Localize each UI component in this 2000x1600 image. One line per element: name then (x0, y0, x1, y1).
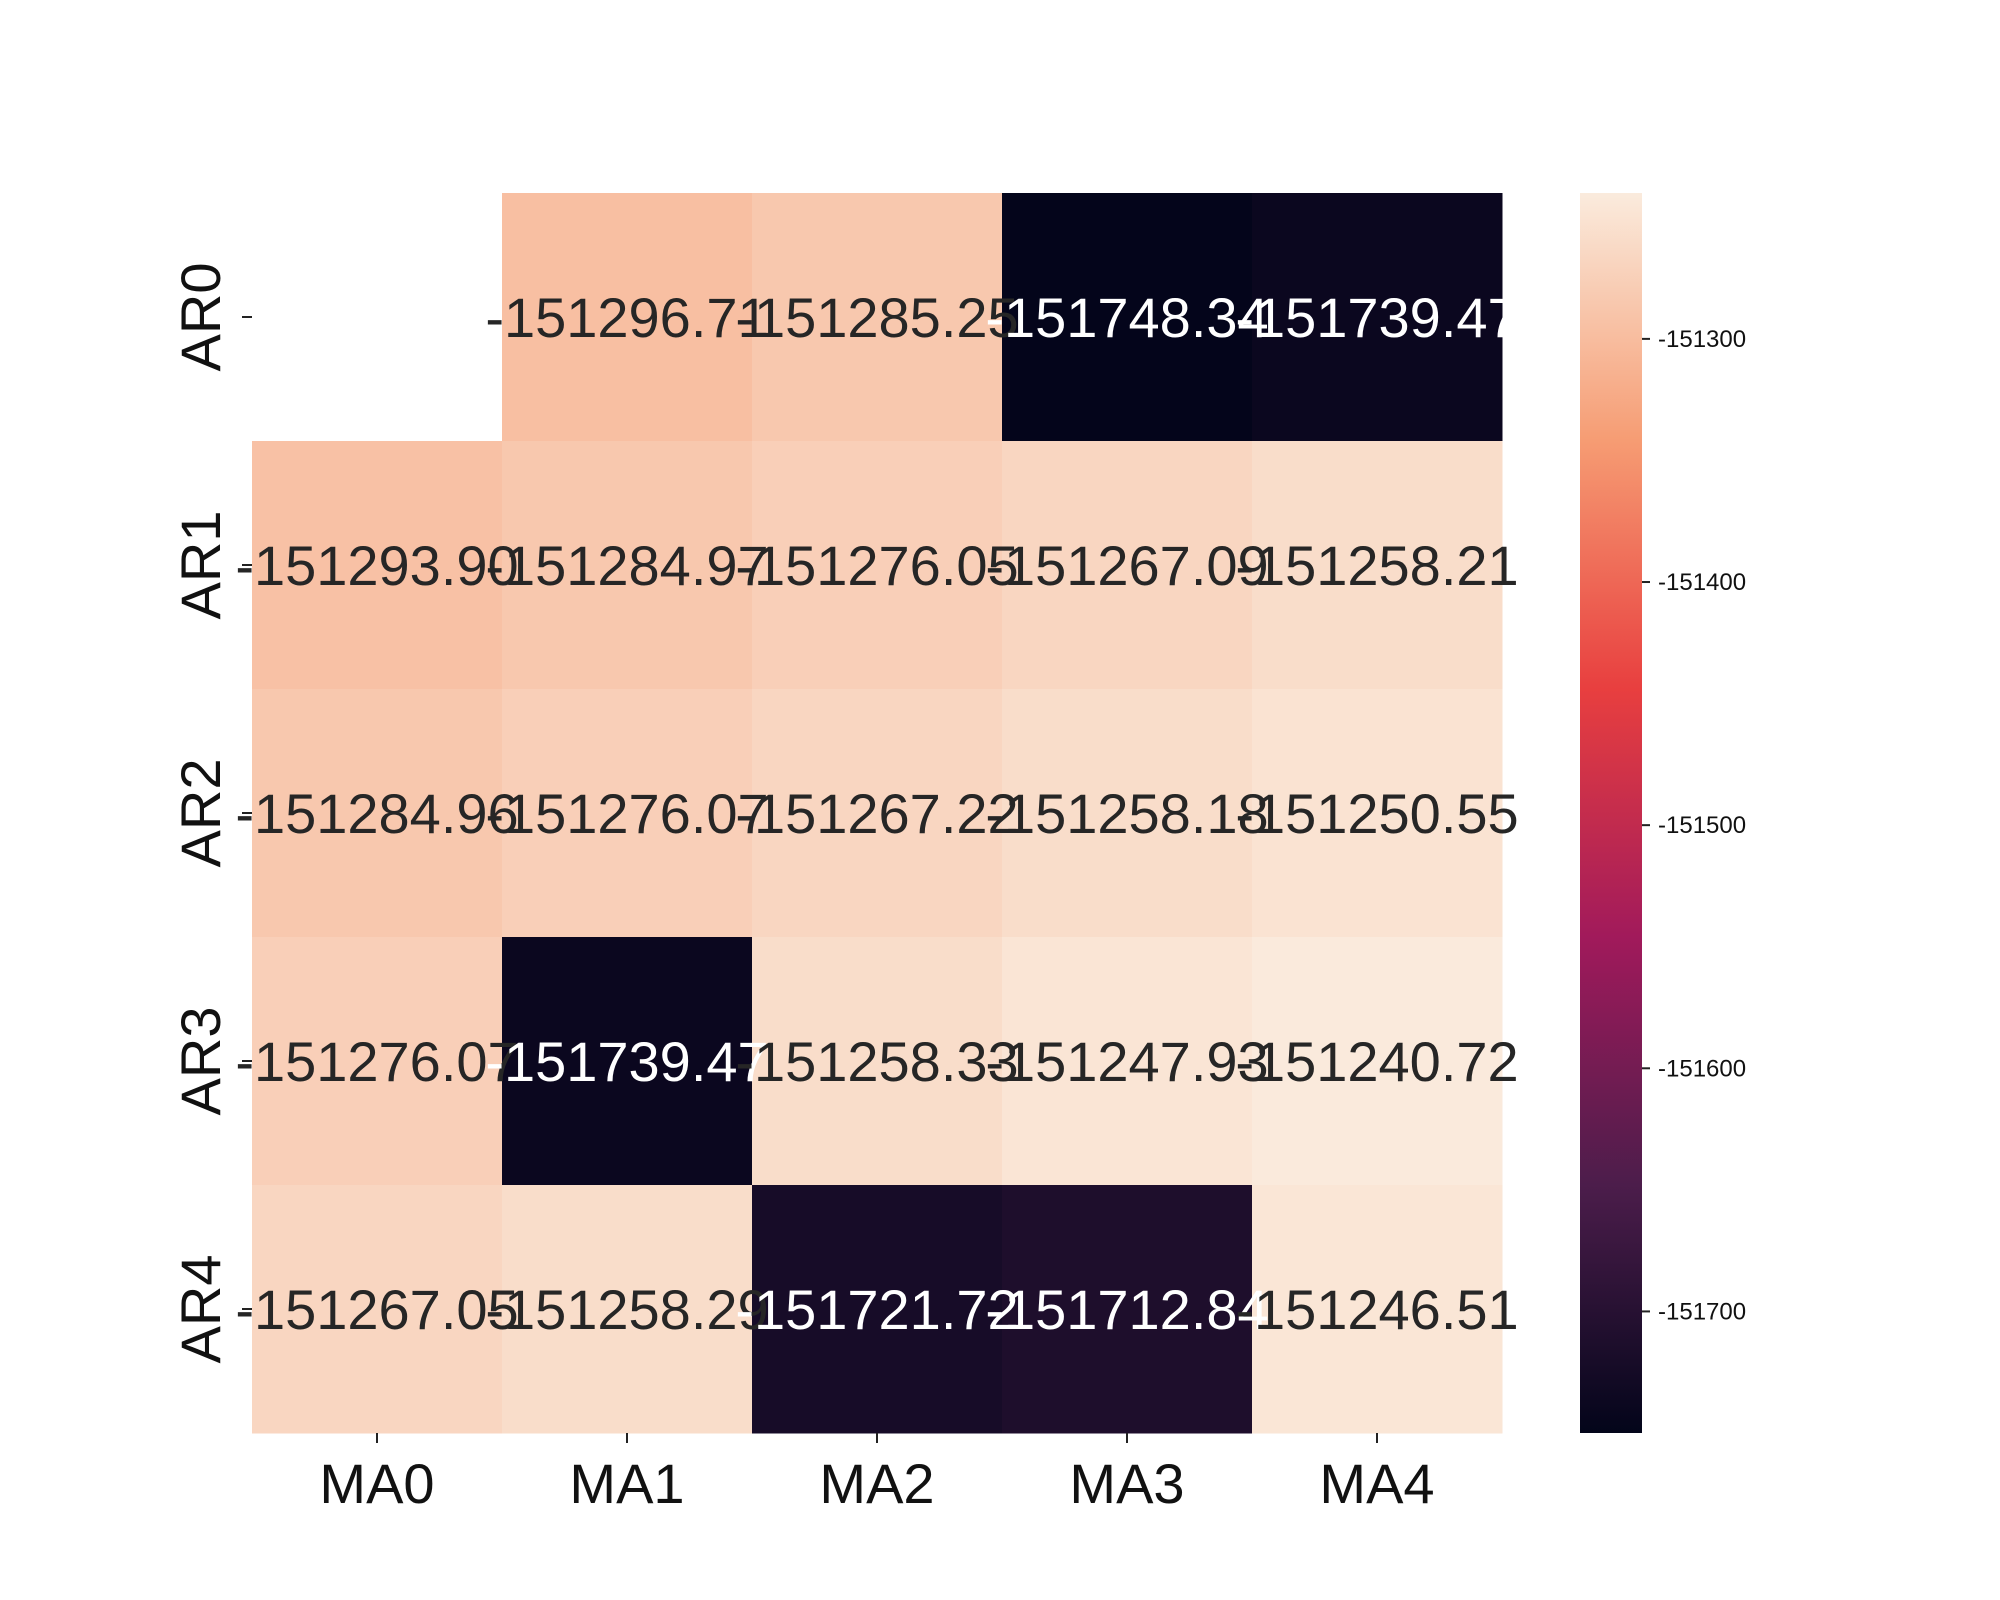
heatmap-cell (1252, 193, 1503, 442)
heatmap-cell (252, 937, 503, 1186)
heatmap-cell (502, 193, 753, 442)
heatmap-cell (752, 1185, 1003, 1434)
colorbar-tick-label: -151700 (1658, 1298, 1746, 1325)
heatmap-cell (1002, 193, 1253, 442)
cell-value-label: -151712.84 (985, 1278, 1268, 1341)
cell-value-label: -151276.07 (235, 1030, 518, 1093)
cell-value-label: -151240.72 (1235, 1030, 1518, 1093)
x-axis: MA0 MA1 MA2 MA3 MA4 (319, 1433, 1435, 1515)
colorbar-tick-label: -151300 (1658, 326, 1746, 353)
heatmap-cell (502, 689, 753, 938)
heatmap-cell (502, 441, 753, 690)
y-tick-label: AR4 (169, 1255, 232, 1364)
heatmap-cell (752, 193, 1003, 442)
heatmap-cell (752, 937, 1003, 1186)
cell-value-label: -151250.55 (1235, 782, 1518, 845)
y-tick-label: AR1 (169, 511, 232, 620)
cell-value-label: -151296.71 (485, 286, 768, 349)
x-tick-label: MA0 (319, 1452, 434, 1515)
cell-value-label: -151284.96 (235, 782, 518, 845)
heatmap-cell (1252, 689, 1503, 938)
y-tick-label: AR3 (169, 1007, 232, 1116)
colorbar-tick-label: -151400 (1658, 569, 1746, 596)
colorbar-tick-label: -151500 (1658, 812, 1746, 839)
cell-value-label: -151739.47 (485, 1030, 768, 1093)
cell-value-label: -151258.21 (1235, 534, 1518, 597)
heatmap-cell (1252, 1185, 1503, 1434)
cell-value-label: -151267.22 (735, 782, 1018, 845)
cell-value-label: -151258.29 (485, 1278, 768, 1341)
colorbar-gradient (1580, 193, 1642, 1433)
heatmap-cell (502, 1185, 753, 1434)
x-tick-label: MA4 (1319, 1452, 1434, 1515)
heatmap-cell (1002, 689, 1253, 938)
x-tick-label: MA2 (819, 1452, 934, 1515)
cell-value-label: -151267.05 (235, 1278, 518, 1341)
heatmap-cell (752, 689, 1003, 938)
cell-value-label: -151293.90 (235, 534, 518, 597)
heatmap-cells (252, 193, 1503, 1434)
heatmap-cell (1002, 1185, 1253, 1434)
heatmap-cell (502, 937, 753, 1186)
cell-value-label: -151721.72 (735, 1278, 1018, 1341)
cell-value-label: -151276.07 (485, 782, 768, 845)
y-tick-label: AR0 (169, 263, 232, 372)
heatmap-cell (252, 689, 503, 938)
heatmap-cell (252, 441, 503, 690)
cell-value-label: -151285.25 (735, 286, 1018, 349)
heatmap-cell (252, 1185, 503, 1434)
heatmap-cell (752, 441, 1003, 690)
cell-value-label: -151284.97 (485, 534, 768, 597)
cell-value-label: -151748.34 (985, 286, 1268, 349)
cell-value-label: -151267.09 (985, 534, 1268, 597)
heatmap-cell (1002, 441, 1253, 690)
cell-value-label: -151258.18 (985, 782, 1268, 845)
colorbar: -151300 -151400 -151500 -151600 -151700 (1580, 193, 1746, 1433)
x-tick-label: MA3 (1069, 1452, 1184, 1515)
y-tick-label: AR2 (169, 759, 232, 868)
y-axis: AR0 AR1 AR2 AR3 AR4 (169, 263, 252, 1364)
cell-value-labels: -151296.71-151285.25-151748.34-151739.47… (235, 286, 1518, 1341)
cell-value-label: -151247.93 (985, 1030, 1268, 1093)
cell-value-label: -151739.47 (1235, 286, 1518, 349)
cell-value-label: -151276.05 (735, 534, 1018, 597)
cell-value-label: -151258.33 (735, 1030, 1018, 1093)
heatmap-cell (1002, 937, 1253, 1186)
x-tick-label: MA1 (569, 1452, 684, 1515)
cell-value-label: -151246.51 (1235, 1278, 1518, 1341)
heatmap-cell (1252, 441, 1503, 690)
colorbar-tick-label: -151600 (1658, 1055, 1746, 1082)
heatmap-cell (1252, 937, 1503, 1186)
